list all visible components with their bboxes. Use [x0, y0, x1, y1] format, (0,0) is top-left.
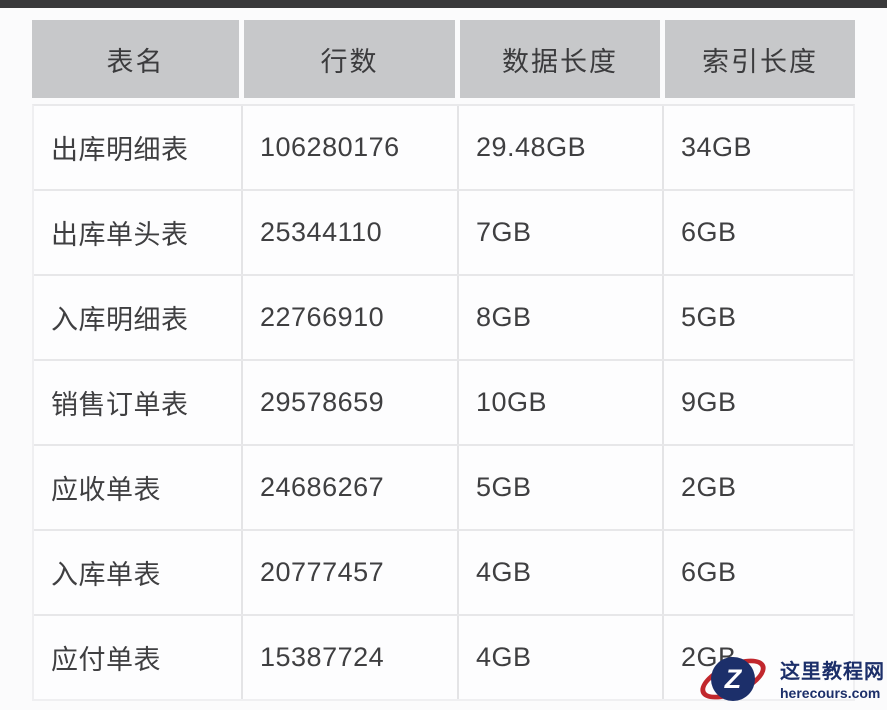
- cell-row-count: 15387724: [241, 616, 457, 699]
- cell-index-length: 6GB: [662, 531, 857, 614]
- cell-row-count: 29578659: [241, 361, 457, 444]
- watermark-site-url: herecours.com: [780, 685, 881, 701]
- cell-table-name: 出库明细表: [51, 135, 189, 165]
- cell-index-length: 6GB: [662, 191, 857, 274]
- site-watermark: Z 这里教程网 herecours.com: [694, 650, 885, 708]
- cell-row-count: 22766910: [241, 276, 457, 359]
- table-row: 出库单头表 25344110 7GB 6GB: [34, 191, 853, 276]
- cell-table-name: 出库单头表: [51, 220, 189, 250]
- cell-data-length: 10GB: [457, 361, 662, 444]
- cell-table-name: 销售订单表: [51, 390, 189, 420]
- cell-data-length: 4GB: [457, 531, 662, 614]
- cell-table-name: 入库明细表: [51, 305, 189, 335]
- cell-row-count: 25344110: [241, 191, 457, 274]
- cell-data-length: 29.48GB: [457, 106, 662, 189]
- column-header-row-count: 行数: [239, 20, 455, 98]
- logo-letter: Z: [724, 663, 742, 694]
- cell-table-name: 入库单表: [51, 560, 161, 590]
- column-header-index-length: 索引长度: [660, 20, 855, 98]
- cell-table-name: 应付单表: [51, 645, 161, 675]
- cell-table-name: 应收单表: [51, 475, 161, 505]
- table-row: 应收单表 24686267 5GB 2GB: [34, 446, 853, 531]
- cell-data-length: 4GB: [457, 616, 662, 699]
- watermark-text-block: 这里教程网 herecours.com: [780, 655, 885, 701]
- cell-data-length: 7GB: [457, 191, 662, 274]
- cell-index-length: 9GB: [662, 361, 857, 444]
- table-body: 出库明细表 106280176 29.48GB 34GB 出库单头表 25344…: [32, 104, 855, 701]
- cell-index-length: 2GB: [662, 446, 857, 529]
- column-header-table-name: 表名: [32, 20, 239, 98]
- cell-index-length: 5GB: [662, 276, 857, 359]
- cell-data-length: 5GB: [457, 446, 662, 529]
- table-row: 销售订单表 29578659 10GB 9GB: [34, 361, 853, 446]
- site-logo-icon: Z: [694, 650, 772, 708]
- table-row: 入库单表 20777457 4GB 6GB: [34, 531, 853, 616]
- cell-data-length: 8GB: [457, 276, 662, 359]
- cell-row-count: 20777457: [241, 531, 457, 614]
- column-header-data-length: 数据长度: [455, 20, 660, 98]
- logo-circle-icon: Z: [711, 657, 755, 701]
- window-top-edge: [0, 0, 887, 8]
- watermark-site-name: 这里教程网: [780, 661, 885, 683]
- cell-row-count: 106280176: [241, 106, 457, 189]
- table-row: 出库明细表 106280176 29.48GB 34GB: [34, 106, 853, 191]
- table-header-row: 表名 行数 数据长度 索引长度: [32, 20, 855, 98]
- table-row: 入库明细表 22766910 8GB 5GB: [34, 276, 853, 361]
- cell-row-count: 24686267: [241, 446, 457, 529]
- cell-index-length: 34GB: [662, 106, 857, 189]
- data-table: 表名 行数 数据长度 索引长度 出库明细表 106280176 29.48GB …: [32, 20, 855, 701]
